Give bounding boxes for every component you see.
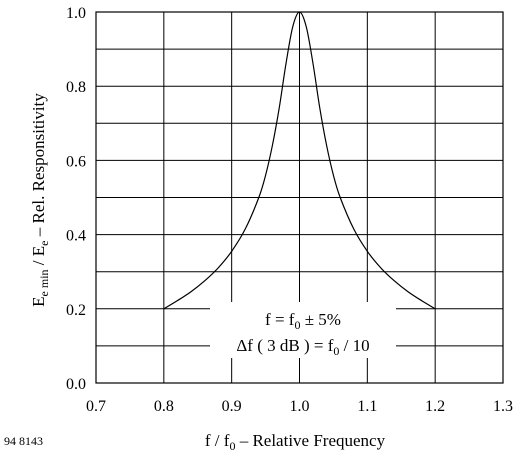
x-tick-label: 1.3 — [493, 398, 513, 415]
y-tick-label: 0.8 — [66, 79, 86, 96]
x-tick-label: 1.1 — [357, 398, 377, 415]
responsivity-curve — [163, 11, 436, 310]
annotation-bandwidth: Δf ( 3 dB ) = f0 / 10 — [236, 336, 369, 358]
y-axis-label: Ee min / Ee – Rel. Responsitivity — [29, 93, 51, 307]
figure-id: 94 8143 — [4, 434, 43, 448]
y-tick-label: 0.6 — [66, 153, 86, 170]
annotation-background — [210, 302, 396, 358]
annotation-tolerance: f = f0 ± 5% — [265, 310, 341, 332]
x-axis-label: f / f0 – Relative Frequency — [205, 431, 386, 453]
x-tick-label: 0.9 — [222, 398, 242, 415]
y-tick-label: 1.0 — [66, 5, 86, 22]
x-tick-label: 0.7 — [86, 398, 106, 415]
plot-area — [163, 11, 436, 310]
x-tick-label: 0.8 — [154, 398, 174, 415]
y-tick-label: 0.4 — [66, 228, 86, 245]
x-tick-labels: 0.7 0.8 0.9 1.0 1.1 1.2 1.3 — [86, 398, 513, 415]
y-tick-labels: 0.0 0.2 0.4 0.6 0.8 1.0 — [66, 5, 86, 393]
y-tick-label: 0.2 — [66, 302, 86, 319]
x-tick-label: 1.2 — [425, 398, 445, 415]
x-tick-label: 1.0 — [290, 398, 310, 415]
y-tick-label: 0.0 — [66, 376, 86, 393]
